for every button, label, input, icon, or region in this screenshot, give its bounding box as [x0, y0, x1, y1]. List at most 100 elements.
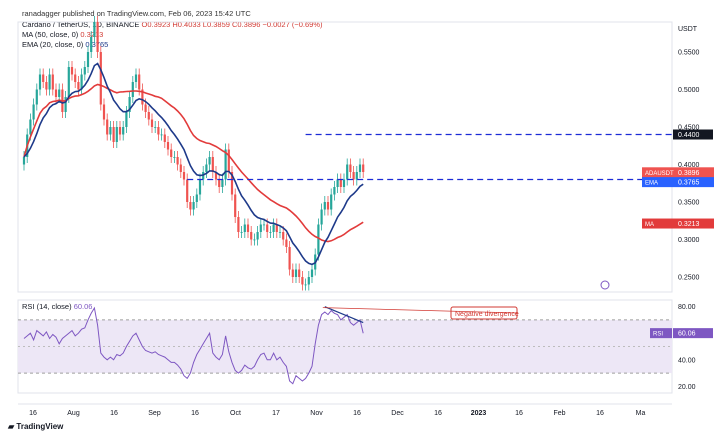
published-note: ranadagger published on TradingView.com,…	[22, 9, 251, 18]
candle-body	[240, 232, 243, 233]
candle-body	[272, 224, 275, 232]
rsi-value-tag-bg	[673, 328, 713, 339]
candle-body	[259, 224, 262, 232]
candle-body	[99, 52, 102, 105]
alert-icon	[600, 280, 610, 290]
axis-price-tag-name: EMA	[645, 181, 658, 187]
candle-body	[192, 202, 195, 210]
candle-body	[310, 269, 314, 277]
rsi-label: RSI (14, close)	[22, 302, 72, 311]
candle-body	[131, 82, 134, 97]
legend-ma[interactable]: MA (50, close, 0) 0.3213	[22, 30, 103, 39]
ma-value: 0.3213	[80, 30, 104, 39]
rsi-value: 60.06	[73, 302, 93, 311]
candle-body	[198, 179, 202, 195]
candle-body	[109, 127, 112, 135]
candle-body	[86, 52, 90, 67]
time-tick-label: Nov	[310, 410, 323, 417]
candle-body	[282, 232, 285, 240]
time-tick-label: 16	[353, 410, 361, 417]
candle-body	[96, 22, 99, 52]
rsi-tick-label: 40.00	[678, 357, 696, 364]
legend-rsi[interactable]: RSI (14, close) 60.06	[22, 302, 92, 311]
divergence-callout-pointer	[322, 307, 518, 314]
time-tick-label: Aug	[67, 410, 80, 417]
price-tick-label: 0.2500	[678, 275, 700, 282]
candle-body	[205, 164, 208, 172]
candle-body	[166, 142, 170, 150]
axis-price-tag	[642, 218, 714, 229]
candle-body	[256, 232, 259, 240]
rsi-name-tag: RSI	[653, 332, 663, 338]
time-tick-label: Dec	[391, 410, 404, 417]
tradingview-logo-icon: ▰	[8, 422, 15, 431]
candle-body	[362, 164, 365, 172]
candle-body	[176, 157, 179, 165]
axis-price-tag-name: ADAUSDT	[645, 171, 674, 177]
level-label-bg	[673, 129, 713, 140]
time-tick-label: 16	[29, 410, 37, 417]
candles-group	[22, 16, 365, 291]
ma-label: MA (50, close, 0)	[22, 30, 79, 39]
rsi-value-tag: 60.06	[678, 331, 696, 338]
candle-body	[275, 224, 278, 232]
candle-body	[64, 97, 67, 112]
candle-body	[358, 164, 362, 172]
candle-body	[54, 89, 58, 97]
axis-price-tag-value: 0.3896	[678, 170, 700, 177]
candle-body	[118, 127, 122, 135]
candle-body	[333, 187, 336, 195]
candle-body	[182, 172, 186, 180]
axis-price-tag-name: MA	[645, 222, 654, 228]
candle-body	[29, 119, 32, 135]
price-pane-frame	[17, 21, 673, 293]
candle-body	[227, 149, 230, 172]
candle-body	[230, 172, 234, 195]
time-tick-label: 16	[515, 410, 523, 417]
candle-body	[243, 224, 246, 232]
candle-body	[70, 67, 74, 75]
candle-body	[144, 104, 147, 112]
ema-label: EMA (20, close, 0)	[22, 40, 84, 49]
candle-body	[317, 224, 320, 255]
rsi-name-tag-bg	[650, 328, 672, 339]
axis-price-tag-value: 0.3765	[678, 180, 700, 187]
candle-body	[195, 194, 198, 202]
candle-body	[304, 284, 307, 286]
candle-body	[35, 89, 38, 105]
candle-body	[93, 22, 96, 37]
candle-body	[221, 179, 224, 187]
candle-body	[294, 269, 298, 277]
candle-body	[301, 277, 304, 285]
candle-body	[128, 97, 131, 112]
candle-body	[150, 119, 154, 127]
candle-body	[106, 119, 109, 135]
tradingview-logo: ▰ TradingView	[8, 422, 63, 431]
candle-body	[250, 232, 253, 240]
candle-body	[157, 127, 160, 135]
candle-body	[346, 164, 349, 180]
candle-body	[326, 202, 330, 210]
candle-body	[134, 74, 138, 82]
candle-body	[115, 127, 118, 142]
candle-body	[22, 157, 26, 165]
axis-price-tag	[642, 177, 714, 188]
candle-body	[141, 89, 144, 105]
candle-body	[349, 164, 352, 172]
legend-symbol: Cardano / TetherUS, 1D, BINANCE O0.3923 …	[22, 20, 323, 29]
ma50-line	[23, 83, 364, 243]
candle-body	[320, 209, 323, 225]
candle-body	[266, 224, 269, 232]
candle-body	[67, 67, 70, 97]
price-tick-label: 0.4000	[678, 162, 700, 169]
candle-body	[163, 134, 166, 142]
candle-body	[160, 134, 163, 136]
candle-body	[246, 224, 250, 232]
candle-body	[74, 74, 77, 82]
candle-body	[51, 74, 54, 90]
time-tick-label: Ma	[636, 410, 646, 417]
candle-body	[288, 247, 291, 270]
candle-body	[330, 194, 333, 210]
rsi-tick-label: 80.00	[678, 304, 696, 311]
